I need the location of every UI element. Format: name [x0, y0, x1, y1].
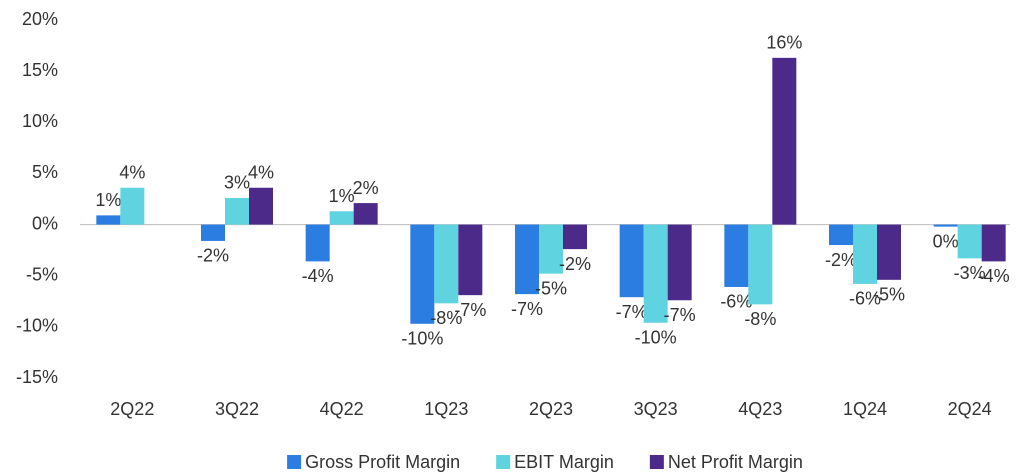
data-label: -4%: [302, 266, 334, 286]
bar: [201, 224, 225, 241]
bar: [643, 224, 668, 323]
legend-label: Net Profit Margin: [668, 452, 803, 472]
bar: [96, 215, 121, 225]
data-label: -2%: [825, 250, 857, 270]
x-tick-label: 4Q22: [320, 399, 364, 419]
y-tick-label: -10%: [16, 316, 58, 336]
data-label: -6%: [849, 289, 881, 309]
data-label: 0%: [933, 231, 959, 251]
bar: [515, 224, 539, 295]
x-tick-label: 1Q23: [424, 399, 468, 419]
bar: [619, 224, 644, 298]
data-label: 3%: [224, 173, 250, 193]
x-tick-label: 4Q23: [738, 399, 782, 419]
x-tick-label: 3Q22: [215, 399, 259, 419]
x-tick-label: 3Q23: [634, 399, 678, 419]
data-label: -8%: [744, 309, 776, 329]
legend-label: Gross Profit Margin: [305, 452, 460, 472]
bar: [877, 224, 901, 280]
y-tick-label: 0%: [32, 213, 58, 233]
bar: [772, 57, 797, 225]
x-tick-label: 2Q23: [529, 399, 573, 419]
data-label: -7%: [664, 305, 696, 325]
legend-swatch: [649, 455, 664, 469]
bar: [981, 224, 1006, 262]
bar: [748, 224, 773, 305]
y-tick-label: -15%: [16, 367, 58, 387]
bar: [434, 224, 459, 304]
bar: [667, 224, 692, 301]
bar: [120, 187, 145, 225]
bar: [539, 224, 563, 274]
data-label: 1%: [95, 190, 121, 210]
data-label: -5%: [873, 285, 905, 305]
data-label: 16%: [766, 33, 802, 53]
data-label: -5%: [535, 278, 567, 298]
x-tick-label: 1Q24: [843, 399, 887, 419]
data-label: -3%: [954, 263, 986, 283]
bar: [933, 224, 958, 227]
y-tick-label: -5%: [26, 264, 58, 284]
bar: [724, 224, 749, 287]
data-label: -10%: [635, 328, 677, 348]
x-tick-label: 2Q24: [948, 399, 992, 419]
data-label: 4%: [119, 162, 145, 182]
bar: [563, 224, 587, 250]
y-tick-label: 20%: [22, 9, 58, 29]
legend-label: EBIT Margin: [514, 452, 614, 472]
x-tick-label: 2Q22: [110, 399, 154, 419]
data-label: 4%: [248, 162, 274, 182]
data-label: 1%: [329, 186, 355, 206]
bar: [353, 203, 378, 225]
bar: [829, 224, 853, 246]
data-label: -7%: [616, 302, 648, 322]
data-label: -7%: [511, 299, 543, 319]
bar: [225, 197, 249, 225]
bar: [853, 224, 877, 284]
bar: [957, 224, 982, 259]
data-label: -2%: [197, 246, 229, 266]
data-label: -8%: [430, 308, 462, 328]
legend-swatch: [287, 455, 302, 469]
bar: [249, 187, 273, 225]
legend-swatch: [496, 455, 511, 469]
y-tick-label: 5%: [32, 162, 58, 182]
bar: [329, 211, 354, 225]
data-label: -6%: [720, 292, 752, 312]
bar: [410, 224, 435, 324]
y-tick-label: 15%: [22, 60, 58, 80]
data-label: -7%: [454, 300, 486, 320]
bar: [305, 224, 330, 262]
data-label: -2%: [559, 254, 591, 274]
data-label: 2%: [353, 178, 379, 198]
y-tick-label: 10%: [22, 111, 58, 131]
data-label: -10%: [401, 329, 443, 349]
data-label: -4%: [978, 266, 1010, 286]
bar: [458, 224, 483, 296]
